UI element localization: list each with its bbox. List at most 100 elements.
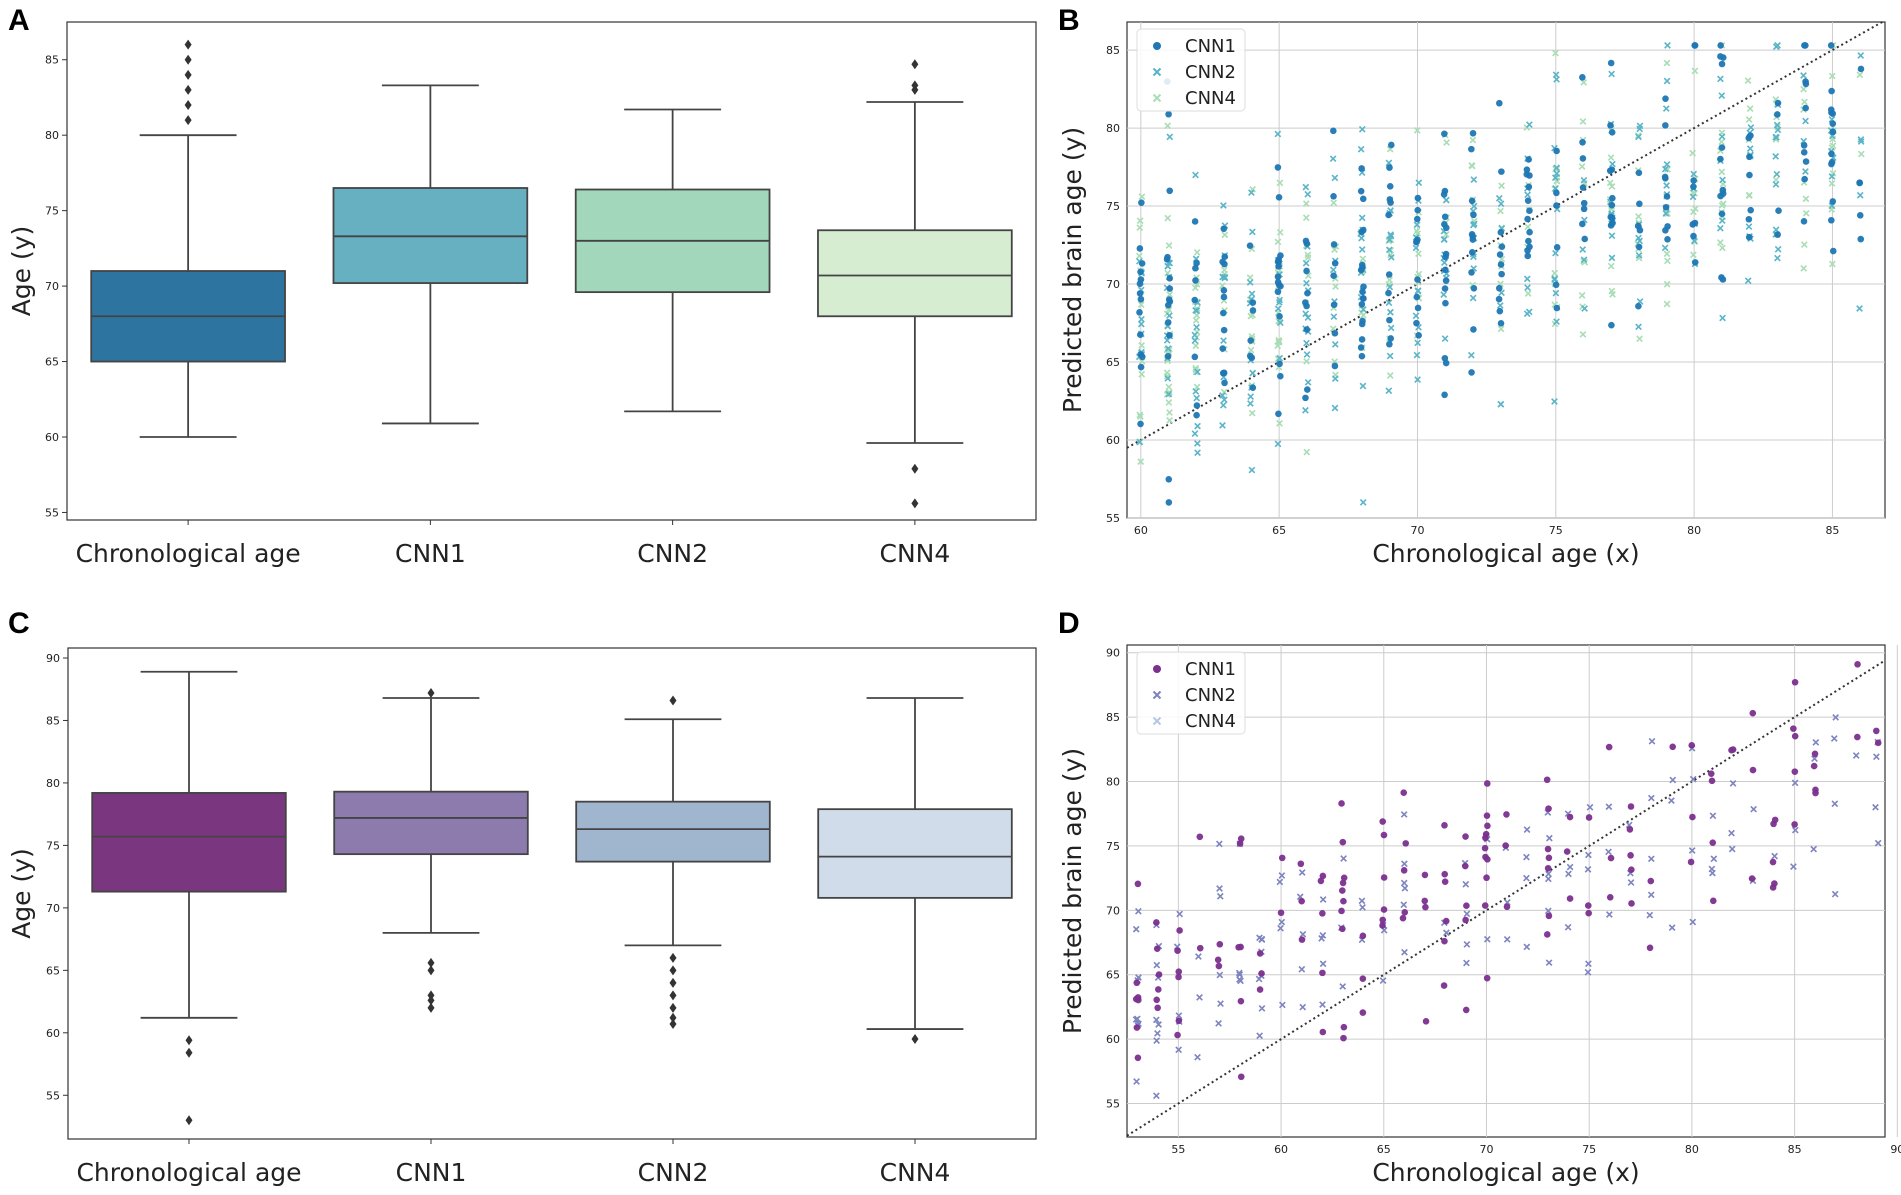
- scatter-point: [1545, 959, 1553, 967]
- scatter-point: [1164, 214, 1172, 222]
- scatter-point: [1524, 252, 1532, 260]
- y-tick-label: 60: [45, 431, 59, 444]
- scatter-point: [1385, 299, 1393, 307]
- scatter-point: [1636, 335, 1643, 343]
- outlier-point: [669, 965, 677, 976]
- scatter-point: [1664, 236, 1671, 243]
- scatter-point: [1220, 225, 1228, 233]
- scatter-point: [1524, 284, 1531, 292]
- scatter-point: [1358, 125, 1366, 133]
- scatter-point: [1298, 897, 1305, 905]
- scatter-point: [1802, 209, 1810, 217]
- scatter-point: [1579, 74, 1586, 81]
- y-tick-label: 85: [1106, 44, 1120, 57]
- scatter-point: [1175, 1017, 1183, 1025]
- scatter-point: [1525, 156, 1532, 163]
- scatter-point: [1258, 970, 1265, 977]
- scatter-point: [1689, 193, 1697, 201]
- outlier-point: [669, 695, 677, 706]
- scatter-point: [1358, 897, 1366, 905]
- scatter-point: [1304, 386, 1311, 393]
- scatter-point: [1298, 936, 1306, 943]
- scatter-point: [1812, 789, 1819, 797]
- scatter-point: [1138, 260, 1146, 267]
- scatter-point: [1811, 755, 1818, 763]
- scatter-point: [1414, 287, 1422, 294]
- scatter-point: [1247, 346, 1255, 354]
- scatter-point: [1828, 180, 1836, 187]
- scatter-point: [1166, 409, 1173, 416]
- y-tick-label: 80: [46, 777, 60, 790]
- scatter-point: [1773, 134, 1780, 141]
- scatter-point: [1523, 874, 1530, 882]
- scatter-point: [1716, 239, 1724, 246]
- scatter-point: [1484, 856, 1491, 863]
- plot-frame: [1126, 21, 1886, 519]
- scatter-point: [1256, 986, 1264, 993]
- scatter-point: [1503, 811, 1510, 818]
- scatter-point: [1608, 254, 1616, 262]
- scatter-point: [1716, 224, 1724, 232]
- scatter-point: [1718, 202, 1726, 209]
- scatter-point: [1578, 163, 1586, 170]
- scatter-point: [1719, 276, 1727, 283]
- scatter-point: [1526, 228, 1533, 236]
- scatter-point: [1802, 195, 1810, 203]
- scatter-point: [1718, 60, 1726, 68]
- scatter-point: [1165, 499, 1173, 506]
- scatter-point: [1164, 269, 1171, 277]
- scatter-point: [1249, 369, 1257, 377]
- scatter-point: [1801, 98, 1808, 106]
- scatter-point: [1664, 257, 1671, 265]
- scatter-point: [1386, 372, 1394, 379]
- scatter-point: [1470, 326, 1477, 333]
- y-tick-label: 75: [1106, 840, 1120, 853]
- scatter-point: [1828, 72, 1836, 80]
- scatter-point: [1358, 214, 1366, 222]
- scatter-point: [1319, 969, 1326, 977]
- scatter-point: [1163, 391, 1171, 398]
- scatter-point: [1470, 202, 1478, 210]
- x-tick-label: 60: [1274, 1143, 1288, 1156]
- scatter-point: [1502, 842, 1509, 849]
- scatter-point: [1415, 250, 1422, 258]
- scatter-point: [1358, 246, 1366, 253]
- scatter-point: [1135, 974, 1142, 981]
- scatter-point: [1194, 422, 1201, 430]
- scatter-point: [1440, 235, 1448, 243]
- scatter-point: [1791, 678, 1799, 686]
- scatter-point: [1707, 770, 1715, 777]
- scatter-point: [1544, 907, 1552, 915]
- scatter-point: [1483, 812, 1491, 819]
- scatter-point: [1545, 854, 1553, 862]
- scatter-point: [1219, 345, 1227, 352]
- scatter-point: [1386, 182, 1394, 190]
- scatter-point: [1553, 244, 1561, 251]
- scatter-point: [1566, 895, 1574, 902]
- scatter-point: [1718, 92, 1726, 99]
- scatter-point: [1338, 907, 1345, 915]
- y-tick-label: 55: [1106, 512, 1120, 525]
- scatter-point: [1274, 288, 1282, 296]
- scatter-point: [1164, 352, 1172, 360]
- scatter-point: [1791, 821, 1798, 828]
- y-tick-label: 70: [46, 902, 60, 915]
- scatter-point: [1802, 158, 1810, 165]
- scatter-point: [1256, 950, 1264, 957]
- scatter-point: [1279, 1001, 1286, 1009]
- scatter-point: [1387, 141, 1395, 149]
- scatter-point: [1235, 943, 1242, 951]
- scatter-point: [1745, 192, 1753, 199]
- scatter-point: [1524, 215, 1531, 223]
- scatter-point: [1414, 236, 1421, 244]
- scatter-point: [1137, 301, 1145, 308]
- scatter-point: [1497, 229, 1505, 236]
- scatter-point: [1552, 281, 1560, 289]
- scatter-point: [1237, 1073, 1245, 1081]
- category-label: Chronological age: [76, 539, 301, 568]
- scatter-point: [1608, 232, 1616, 240]
- scatter-point: [1709, 812, 1717, 820]
- scatter-point: [1497, 320, 1505, 327]
- scatter-point: [1691, 219, 1699, 227]
